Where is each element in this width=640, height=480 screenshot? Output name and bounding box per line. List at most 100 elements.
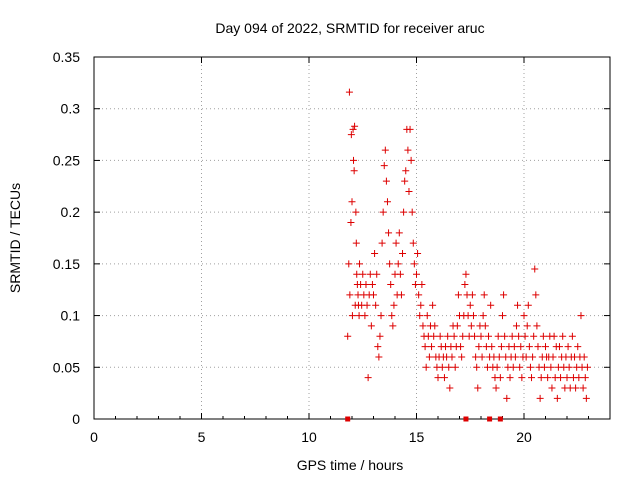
data-point	[361, 312, 369, 320]
data-point	[348, 198, 356, 206]
bottom-marker-0	[345, 416, 351, 422]
data-point	[367, 322, 375, 330]
data-point	[373, 270, 381, 278]
data-point	[348, 312, 356, 320]
data-point	[526, 363, 534, 371]
data-point	[462, 270, 470, 278]
data-point	[496, 374, 504, 382]
data-point	[418, 281, 426, 289]
data-point	[379, 208, 387, 216]
data-point	[438, 363, 446, 371]
data-point	[377, 312, 385, 320]
data-point	[522, 353, 530, 361]
data-point	[580, 353, 588, 361]
data-point	[565, 363, 573, 371]
data-point	[381, 146, 389, 154]
chart-title: Day 094 of 2022, SRMTID for receiver aru…	[215, 20, 484, 36]
data-point	[394, 260, 402, 268]
data-point	[436, 332, 444, 340]
data-point	[488, 343, 496, 351]
data-point	[421, 343, 429, 351]
data-point	[374, 343, 382, 351]
data-point	[359, 270, 367, 278]
data-point	[345, 260, 353, 268]
bottom-markers	[345, 416, 503, 422]
data-point	[399, 250, 407, 258]
data-point	[468, 291, 476, 299]
data-point	[347, 218, 355, 226]
data-point	[429, 301, 437, 309]
data-point	[422, 363, 430, 371]
data-point	[532, 291, 540, 299]
x-tick-label-1: 5	[198, 429, 206, 445]
data-point	[400, 208, 408, 216]
data-point	[416, 312, 424, 320]
data-point	[524, 301, 532, 309]
data-point	[380, 162, 388, 170]
data-point	[405, 187, 413, 195]
data-point	[366, 270, 374, 278]
data-point	[350, 167, 358, 175]
data-point	[534, 343, 542, 351]
data-point	[509, 363, 517, 371]
data-point	[550, 332, 558, 340]
data-point	[529, 353, 537, 361]
data-point	[430, 332, 438, 340]
data-point	[553, 394, 561, 402]
data-point	[434, 374, 442, 382]
data-point	[396, 270, 404, 278]
data-point	[510, 343, 518, 351]
x-tick-label-2: 10	[301, 429, 317, 445]
data-point	[413, 270, 420, 278]
data-point	[539, 332, 547, 340]
data-point	[376, 332, 384, 340]
data-point	[469, 312, 477, 320]
data-point	[425, 353, 433, 361]
data-point	[352, 239, 360, 247]
data-point	[540, 363, 548, 371]
data-point	[511, 353, 519, 361]
data-point	[459, 332, 467, 340]
x-tick-label-4: 20	[516, 429, 532, 445]
data-point	[530, 332, 538, 340]
data-point	[475, 343, 483, 351]
data-point	[568, 332, 576, 340]
data-point	[537, 374, 545, 382]
data-point	[363, 301, 371, 309]
data-point	[493, 363, 501, 371]
data-point	[544, 374, 552, 382]
data-point	[364, 374, 372, 382]
data-point	[445, 363, 453, 371]
data-point	[387, 281, 395, 289]
data-point	[448, 353, 456, 361]
data-point	[485, 332, 493, 340]
data-point	[583, 363, 591, 371]
data-point	[389, 322, 397, 330]
data-point	[417, 301, 425, 309]
data-point	[431, 322, 439, 330]
y-tick-label-1: 0.05	[53, 359, 80, 375]
data-point	[481, 322, 489, 330]
data-point	[345, 88, 353, 96]
data-point	[579, 384, 587, 392]
bottom-marker-2	[487, 416, 493, 422]
data-point	[501, 332, 509, 340]
data-point	[352, 208, 360, 216]
data-point	[508, 332, 516, 340]
data-point	[346, 291, 354, 299]
data-point	[536, 394, 544, 402]
data-point	[407, 156, 415, 164]
data-point	[582, 394, 590, 402]
data-point	[451, 363, 459, 371]
data-point	[559, 332, 567, 340]
data-point	[411, 281, 419, 289]
data-point	[523, 322, 531, 330]
data-point	[494, 332, 502, 340]
x-tick-label-3: 15	[409, 429, 425, 445]
data-point	[458, 353, 466, 361]
x-tick-label-0: 0	[90, 429, 98, 445]
data-point	[397, 291, 405, 299]
data-point	[480, 291, 488, 299]
data-point	[362, 281, 370, 289]
data-point	[410, 260, 418, 268]
